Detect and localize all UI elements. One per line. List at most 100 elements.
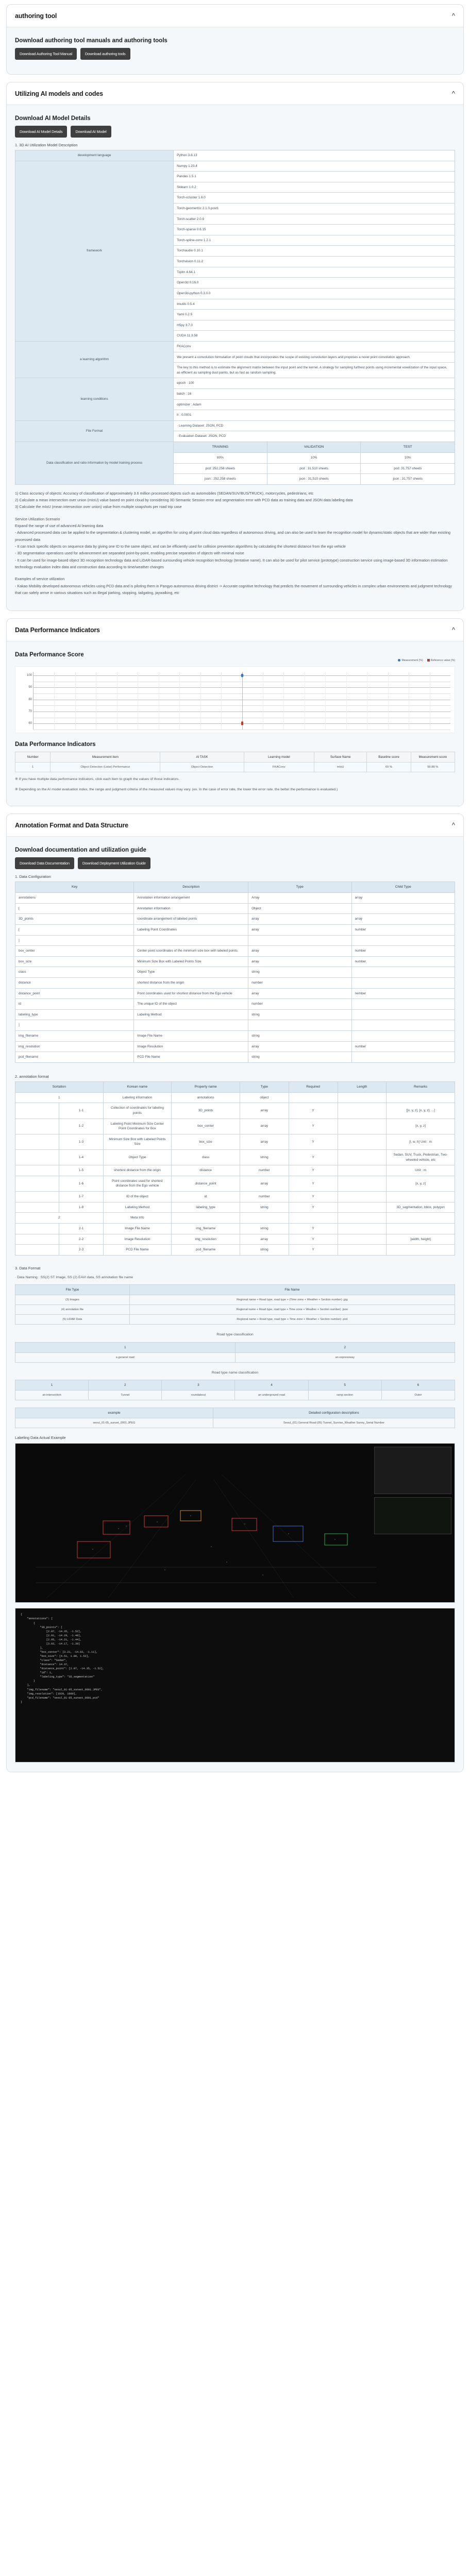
table-cell: array bbox=[248, 913, 352, 925]
table-cell: [x, y, z] bbox=[386, 1118, 455, 1134]
table-cell bbox=[14, 1103, 60, 1119]
chevron-up-icon[interactable]: ^ bbox=[451, 90, 455, 97]
table-cell bbox=[14, 1133, 60, 1150]
legend-reference[interactable]: Reference value (%) bbox=[427, 659, 455, 662]
split-cell: 10% bbox=[360, 452, 455, 464]
row-value: We present a convolution formulation of … bbox=[173, 351, 455, 363]
download-authoring-tool-manual-button[interactable]: Download Authoring Tool Manual bbox=[15, 48, 77, 60]
column-header: Measurement item bbox=[50, 752, 161, 763]
table-cell: Array bbox=[248, 892, 352, 904]
split-cell: pcd: 31,757 sheets bbox=[360, 463, 455, 474]
row-value: Numpy 1.23.4 bbox=[173, 160, 455, 172]
table-row: (3) Images Regional name + Road type, roa… bbox=[15, 1295, 456, 1306]
table-row: 1 Labeling information annotations object bbox=[15, 1092, 455, 1104]
annotation-button-row: Download Data Documentation Download Dep… bbox=[15, 857, 455, 870]
legend-measurement[interactable]: Measurement (%) bbox=[398, 659, 423, 662]
download-data-documentation-button[interactable]: Download Data Documentation bbox=[15, 857, 74, 870]
table-row: 1-3 Minimum Size Box with Labeled Points … bbox=[14, 1133, 455, 1150]
reference-data-point[interactable] bbox=[241, 721, 243, 725]
panel-body-authoring-tool: Download authoring tool manuals and auth… bbox=[7, 27, 463, 74]
panel-header-data-performance[interactable]: Data Performance Indicators ^ bbox=[7, 619, 463, 642]
download-ai-model-details-button[interactable]: Download AI Model Details bbox=[15, 126, 68, 138]
table-cell bbox=[351, 967, 456, 978]
table-cell bbox=[14, 1223, 60, 1234]
data-performance-indicators-heading: Data Performance Indicators bbox=[15, 741, 96, 748]
row-label: a learning algorithm bbox=[14, 341, 174, 379]
row-value: Python 3.8.13 bbox=[173, 150, 455, 161]
table-cell: coordinate arrangement of labeled points bbox=[133, 913, 249, 925]
performance-chart[interactable]: 60 70 80 90 100 bbox=[15, 666, 455, 734]
table-cell: Labeling Method bbox=[103, 1201, 172, 1213]
table-row: an intersection Tunnel roundabout an underg… bbox=[14, 1390, 456, 1401]
accuracy-notes: 1) Class accuracy of objects: Accuracy o… bbox=[15, 490, 455, 511]
vertical-gridline bbox=[179, 672, 180, 730]
table-row: 1-5 shortest distance from the origin dist… bbox=[14, 1165, 455, 1176]
chevron-up-icon[interactable]: ^ bbox=[451, 12, 455, 20]
table-cell: number bbox=[248, 977, 352, 989]
code-line: [2.95, -14.21, -1.44], bbox=[21, 1638, 82, 1641]
table-header-row: File Type File Name bbox=[15, 1284, 456, 1296]
y-axis-tick: 100 bbox=[26, 674, 32, 677]
column-header: Key bbox=[14, 882, 135, 893]
download-deployment-utilization-guide-button[interactable]: Download Deployment Utilization Guide bbox=[77, 857, 150, 870]
column-header: Learning model bbox=[243, 752, 315, 763]
chevron-up-icon[interactable]: ^ bbox=[451, 821, 455, 829]
ai-model-download-heading: Download AI Model Details bbox=[15, 115, 91, 122]
table-cell: number bbox=[351, 945, 456, 957]
panel-header-annotation-format[interactable]: Annotation Format and Data Structure ^ bbox=[7, 814, 463, 837]
table-row: learning conditions epoch : 100 bbox=[14, 378, 455, 421]
column-header: Child Type bbox=[351, 882, 456, 893]
download-authoring-tools-button[interactable]: Download authoring tools bbox=[80, 48, 130, 60]
table-row: framework Numpy 1.23.4 bbox=[14, 160, 455, 342]
label-example-caption: Labeling Data Actual Example bbox=[15, 1435, 66, 1440]
accuracy-note-3: 3) Calculate the mIoU (mean intersection… bbox=[15, 504, 182, 510]
code-line: "box_center": [3.21, -14.02, -1.11], bbox=[21, 1650, 98, 1654]
row-value: Open3d-python 0.3.0.0 bbox=[173, 287, 455, 299]
table-cell bbox=[14, 1149, 60, 1166]
download-ai-model-button[interactable]: Download AI Model bbox=[71, 126, 111, 138]
panel-header-ai-models[interactable]: Utilizing AI models and codes ^ bbox=[7, 82, 463, 105]
table-row: (5) LiDAR Data Regional name + Road type,… bbox=[15, 1314, 456, 1325]
chevron-up-icon[interactable]: ^ bbox=[451, 626, 455, 634]
column-header: Number bbox=[14, 752, 51, 763]
table-cell bbox=[386, 1191, 455, 1202]
table-cell: [l, w, h] Unit : m bbox=[386, 1133, 455, 1150]
row-value: Torchaudio 0.10.1 bbox=[173, 245, 455, 257]
table-cell: (4) annotation file bbox=[15, 1304, 130, 1315]
table-cell: The unique ID of the object bbox=[133, 998, 249, 1010]
code-line: { bbox=[21, 1613, 23, 1617]
code-line: "annotations": [ bbox=[21, 1617, 53, 1621]
page-title: authoring tool bbox=[15, 12, 57, 20]
column-header: Length bbox=[337, 1081, 387, 1093]
table-cell: array bbox=[351, 892, 456, 904]
table-cell: 3D_points bbox=[171, 1103, 240, 1119]
table-cell: 1-6 bbox=[59, 1175, 104, 1192]
table-cell bbox=[351, 1052, 456, 1063]
panel-header-authoring-tool[interactable]: authoring tool ^ bbox=[7, 5, 463, 27]
table-row: labeling_type Labeling Method string bbox=[14, 1009, 456, 1021]
column-header: Surface Name bbox=[314, 752, 367, 763]
code-line: "distance_point": [2.87, -14.35, -1.52], bbox=[21, 1667, 104, 1671]
ai-model-table-caption: 1. 3D AI Utilization Model Description bbox=[15, 143, 78, 147]
row-value: optimizer : Adam bbox=[173, 399, 455, 411]
table-cell: mIoU bbox=[314, 762, 367, 773]
table-cell bbox=[337, 1244, 387, 1256]
table-row: 2-1 Image File Name img_filename string Y bbox=[14, 1223, 455, 1234]
ai-model-detail-table: development language Python 3.8.13 framewo… bbox=[14, 150, 455, 485]
column-header: Korean name bbox=[103, 1081, 172, 1093]
scenario-line-3: - 3D segmentation operations used for ad… bbox=[15, 551, 244, 556]
column-header: Description bbox=[133, 882, 249, 893]
row-value: epoch : 100 bbox=[173, 378, 455, 389]
row-value: Torch-ccluster 1.6.0 bbox=[173, 192, 455, 204]
code-line: "labeling_type": "3D_segmentation" bbox=[21, 1675, 95, 1679]
ai-models-title: Utilizing AI models and codes bbox=[15, 90, 103, 97]
table-row: img_resolution Image Resolution array numbe… bbox=[14, 1041, 456, 1053]
table-row: 3D_points coordinate arrangement of label… bbox=[14, 913, 456, 925]
code-line: "img_resolution": [1920, 1080], bbox=[21, 1692, 77, 1696]
table-cell: labeling_type bbox=[14, 1009, 135, 1021]
row-value: H5py 3.7.0 bbox=[173, 319, 455, 331]
measurement-data-point[interactable] bbox=[241, 673, 243, 677]
vertical-gridline bbox=[242, 672, 243, 730]
